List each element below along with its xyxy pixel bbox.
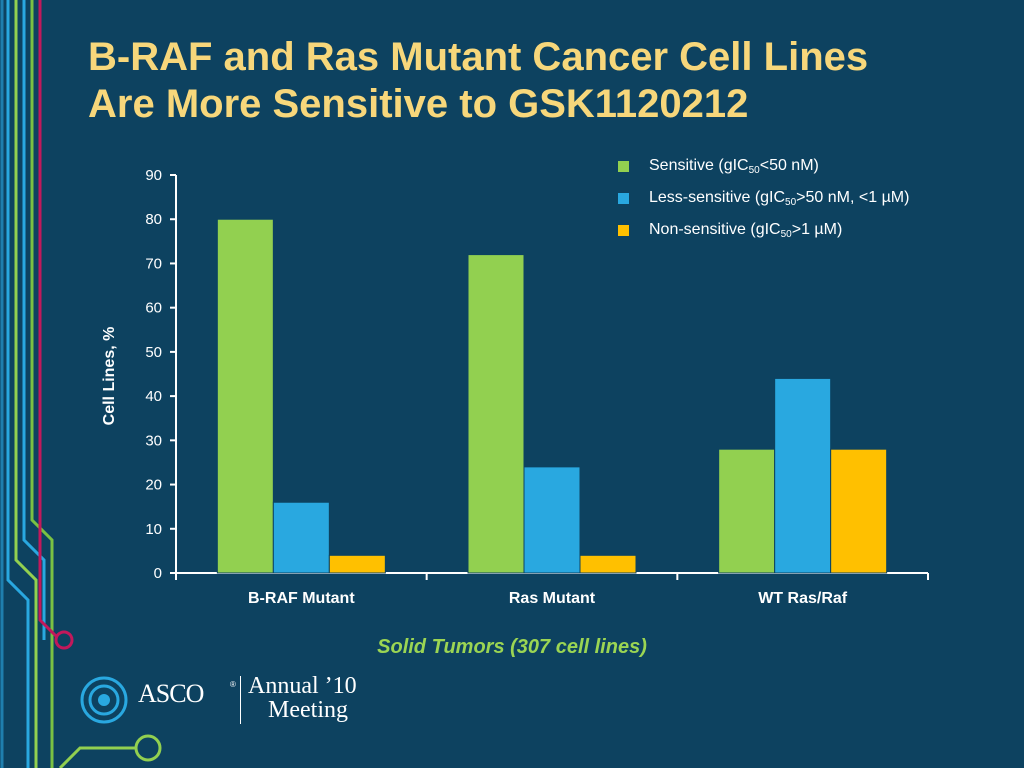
y-axis-label: Cell Lines, % xyxy=(101,327,118,426)
bar xyxy=(830,448,888,574)
legend-label-sensitive: Sensitive (gIC50<50 nM) xyxy=(649,156,819,176)
asco-wordmark: ASCO xyxy=(138,679,204,708)
legend-label-non-sensitive: Non-sensitive (gIC50>1 µM) xyxy=(649,220,843,240)
y-tick-label: 40 xyxy=(145,388,162,405)
chart-subtitle: Solid Tumors (307 cell lines) xyxy=(377,636,647,658)
y-tick-label: 70 xyxy=(145,255,162,272)
bar xyxy=(718,448,776,574)
asco-target-icon xyxy=(80,676,128,724)
bar xyxy=(579,554,637,574)
bar xyxy=(774,377,832,574)
chart-bars xyxy=(216,218,888,574)
y-tick-label: 80 xyxy=(145,211,162,228)
bar xyxy=(272,501,330,574)
slide-title: B-RAF and Ras Mutant Cancer Cell Lines A… xyxy=(88,34,998,128)
y-tick-label: 10 xyxy=(145,521,162,538)
y-tick-label: 20 xyxy=(145,477,162,494)
meeting-label: Meeting xyxy=(268,697,348,723)
y-tick-label: 90 xyxy=(145,167,162,184)
circuit-node-icon xyxy=(134,734,162,762)
annual-label: Annual ’10 xyxy=(248,673,357,699)
circuit-node-icon xyxy=(54,630,74,650)
legend-swatch-yellow xyxy=(618,224,629,236)
legend-item-less-sensitive: Less-sensitive (gIC50>50 nM, <1 µM) xyxy=(618,182,909,214)
asco-annual-meeting-logo: ASCO ® Annual ’10 Meeting xyxy=(78,670,378,730)
y-tick-label: 60 xyxy=(145,300,162,317)
legend-item-non-sensitive: Non-sensitive (gIC50>1 µM) xyxy=(618,214,909,246)
annual-meeting-text: Annual ’10 Meeting xyxy=(248,674,357,722)
logo-divider xyxy=(240,676,241,724)
legend-item-sensitive: Sensitive (gIC50<50 nM) xyxy=(618,150,909,182)
x-category-label: Ras Mutant xyxy=(509,590,596,607)
chart-legend: Sensitive (gIC50<50 nM) Less-sensitive (… xyxy=(618,150,909,246)
bar xyxy=(216,218,274,574)
legend-swatch-green xyxy=(618,160,629,172)
bar-chart: 0 10 20 30 40 50 60 70 80 90 B-RAF Mutant Ras Mutan… xyxy=(101,167,929,607)
bar xyxy=(523,466,581,574)
bar xyxy=(328,554,386,574)
y-tick-label: 50 xyxy=(145,344,162,361)
title-line-2: Are More Sensitive to GSK1120212 xyxy=(88,82,749,126)
title-line-1: B-RAF and Ras Mutant Cancer Cell Lines xyxy=(88,35,869,79)
legend-label-less-sensitive: Less-sensitive (gIC50>50 nM, <1 µM) xyxy=(649,188,910,208)
bar xyxy=(467,254,525,574)
y-tick-label: 0 xyxy=(154,565,162,582)
x-category-label: B-RAF Mutant xyxy=(248,590,355,607)
registered-mark: ® xyxy=(230,680,236,689)
legend-swatch-blue xyxy=(618,192,629,204)
y-tick-label: 30 xyxy=(145,432,162,449)
x-category-label: WT Ras/Raf xyxy=(758,590,848,607)
